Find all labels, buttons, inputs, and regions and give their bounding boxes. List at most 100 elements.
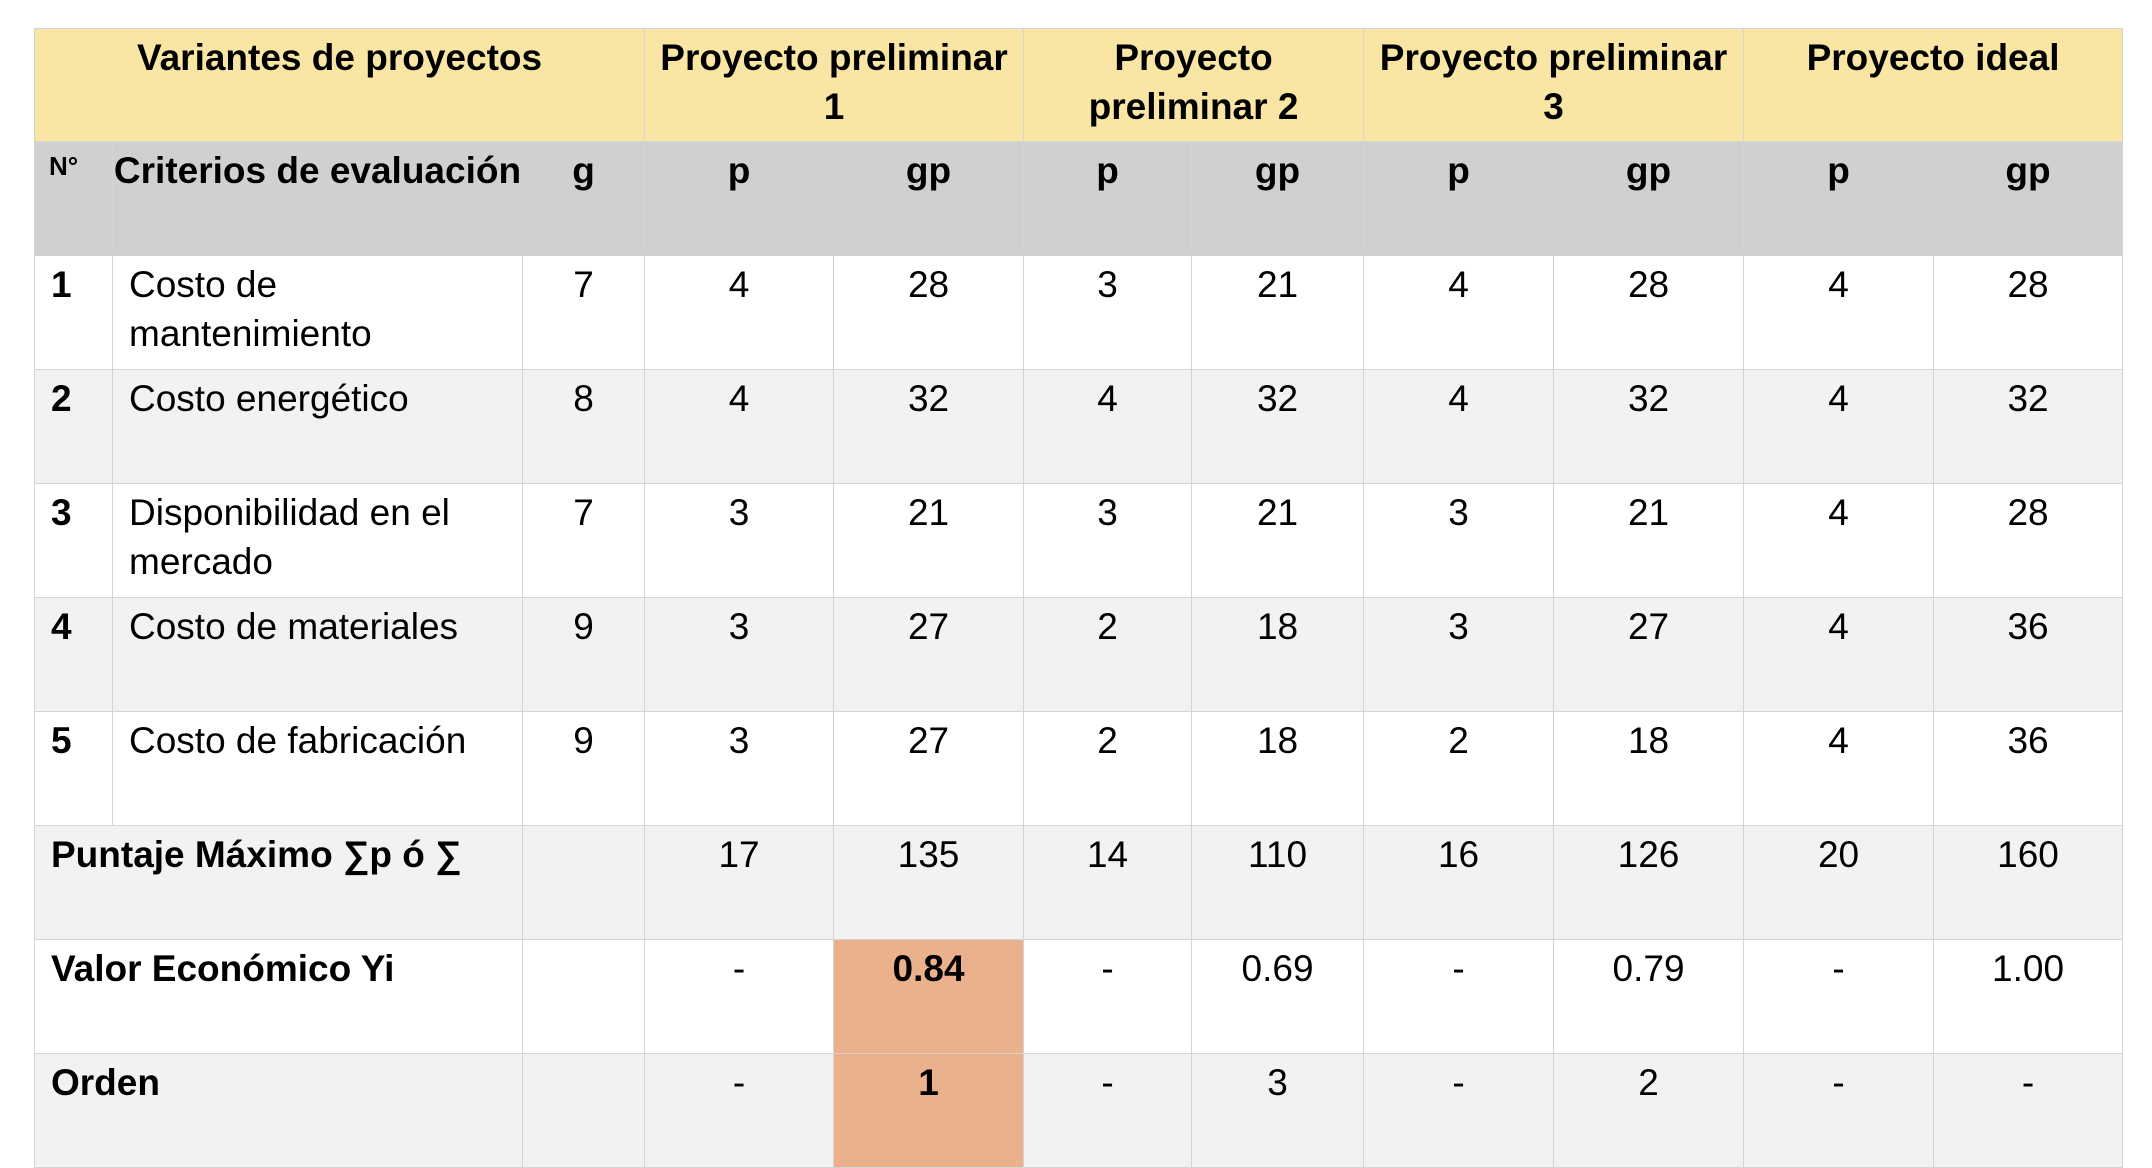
score-cell: 4: [1743, 597, 1935, 712]
score-cell: 16: [1363, 825, 1555, 940]
score-cell: 3: [644, 483, 835, 598]
criterion-label: Costo energético: [112, 369, 523, 484]
score-cell: -: [644, 1053, 835, 1168]
column-header-p: p: [644, 141, 835, 256]
score-cell: 4: [1743, 711, 1935, 826]
weighted-score-cell: 32: [1553, 369, 1745, 484]
score-cell: 4: [1743, 255, 1935, 370]
table-row: 4 Costo de materiales 9 3 27 2 18 3 27 4…: [34, 597, 2124, 712]
score-cell: 4: [1023, 369, 1193, 484]
weighted-score-cell: 126: [1553, 825, 1745, 940]
column-header-p: p: [1023, 141, 1193, 256]
weighted-score-cell: 28: [1933, 483, 2124, 598]
weight-cell: 8: [521, 369, 646, 484]
row-number: 4: [34, 597, 113, 712]
score-cell: 4: [644, 369, 835, 484]
weighted-score-cell: 27: [833, 711, 1025, 826]
criterion-label: Costo de materiales: [112, 597, 523, 712]
column-header-g: g: [521, 141, 646, 256]
economic-value-row: Valor Económico Yi - 0.84 - 0.69 - 0.79 …: [34, 939, 2124, 1054]
rank-row: Orden - 1 - 3 - 2 - -: [34, 1053, 2124, 1168]
score-cell: -: [1023, 1053, 1193, 1168]
weighted-score-cell: 135: [833, 825, 1025, 940]
weighted-score-cell: 160: [1933, 825, 2124, 940]
score-cell: 17: [644, 825, 835, 940]
weight-cell: [521, 825, 646, 940]
column-header-number: N°: [34, 141, 113, 256]
score-cell: 4: [1363, 369, 1555, 484]
score-cell: -: [1743, 939, 1935, 1054]
score-cell: -: [1363, 1053, 1555, 1168]
table-row: 3 Disponibilidad en el mercado 7 3 21 3 …: [34, 483, 2124, 598]
column-header-gp: gp: [1553, 141, 1745, 256]
score-cell: 3: [644, 711, 835, 826]
weighted-score-cell: 27: [1553, 597, 1745, 712]
max-score-row: Puntaje Máximo ∑p ó ∑ 17 135 14 110 16 1…: [34, 825, 2124, 940]
header-row-columns: N° Criterios de evaluación g p gp p gp p…: [34, 141, 2124, 256]
weighted-score-cell: 21: [833, 483, 1025, 598]
weighted-score-cell: 36: [1933, 711, 2124, 826]
score-cell: -: [1743, 1053, 1935, 1168]
score-cell: -: [1363, 939, 1555, 1054]
column-header-gp: gp: [1933, 141, 2124, 256]
weighted-score-cell: 18: [1191, 597, 1365, 712]
weighted-score-cell: 0.79: [1553, 939, 1745, 1054]
score-cell: -: [644, 939, 835, 1054]
score-cell: 4: [644, 255, 835, 370]
best-economic-value-cell: 0.84: [833, 939, 1025, 1054]
weighted-score-cell: 28: [1933, 255, 2124, 370]
weighted-score-cell: 36: [1933, 597, 2124, 712]
score-cell: 3: [1363, 597, 1555, 712]
weighted-score-cell: 2: [1553, 1053, 1745, 1168]
row-number: 3: [34, 483, 113, 598]
max-score-label: Puntaje Máximo ∑p ó ∑: [34, 825, 523, 940]
score-cell: 2: [1023, 711, 1193, 826]
column-header-gp: gp: [833, 141, 1025, 256]
column-header-p: p: [1363, 141, 1555, 256]
score-cell: 3: [644, 597, 835, 712]
score-cell: 14: [1023, 825, 1193, 940]
economic-value-label: Valor Económico Yi: [34, 939, 523, 1054]
weight-cell: 9: [521, 711, 646, 826]
weight-cell: [521, 939, 646, 1054]
weighted-score-cell: 0.69: [1191, 939, 1365, 1054]
weight-cell: 7: [521, 483, 646, 598]
weighted-score-cell: 27: [833, 597, 1025, 712]
evaluation-table: Variantes de proyectos Proyecto prelimin…: [33, 28, 2124, 1168]
score-cell: 20: [1743, 825, 1935, 940]
weighted-score-cell: 1.00: [1933, 939, 2124, 1054]
table-row: 2 Costo energético 8 4 32 4 32 4 32 4 32: [34, 369, 2124, 484]
weighted-score-cell: 18: [1553, 711, 1745, 826]
row-number: 2: [34, 369, 113, 484]
score-cell: 3: [1023, 483, 1193, 598]
score-cell: 3: [1023, 255, 1193, 370]
weight-cell: [521, 1053, 646, 1168]
row-number: 5: [34, 711, 113, 826]
column-header-gp: gp: [1191, 141, 1365, 256]
weighted-score-cell: 21: [1191, 255, 1365, 370]
weight-cell: 9: [521, 597, 646, 712]
weighted-score-cell: 32: [1933, 369, 2124, 484]
score-cell: 4: [1743, 483, 1935, 598]
weighted-score-cell: 21: [1191, 483, 1365, 598]
score-cell: 2: [1363, 711, 1555, 826]
score-cell: 4: [1363, 255, 1555, 370]
weighted-score-cell: 28: [1553, 255, 1745, 370]
row-number: 1: [34, 255, 113, 370]
score-cell: -: [1023, 939, 1193, 1054]
table-row: 5 Costo de fabricación 9 3 27 2 18 2 18 …: [34, 711, 2124, 826]
header-row-variants: Variantes de proyectos Proyecto prelimin…: [33, 28, 2124, 142]
weighted-score-cell: 110: [1191, 825, 1365, 940]
project-header-ideal: Proyecto ideal: [1743, 28, 2124, 142]
weighted-score-cell: 32: [833, 369, 1025, 484]
column-header-p: p: [1743, 141, 1935, 256]
score-cell: 3: [1363, 483, 1555, 598]
weighted-score-cell: 21: [1553, 483, 1745, 598]
weighted-score-cell: 18: [1191, 711, 1365, 826]
project-header-3: Proyecto preliminar 3: [1363, 28, 1745, 142]
criterion-label: Costo de fabricación: [112, 711, 523, 826]
page: Variantes de proyectos Proyecto prelimin…: [33, 28, 2124, 1168]
variants-header: Variantes de proyectos: [33, 28, 646, 142]
weight-cell: 7: [521, 255, 646, 370]
weighted-score-cell: 28: [833, 255, 1025, 370]
